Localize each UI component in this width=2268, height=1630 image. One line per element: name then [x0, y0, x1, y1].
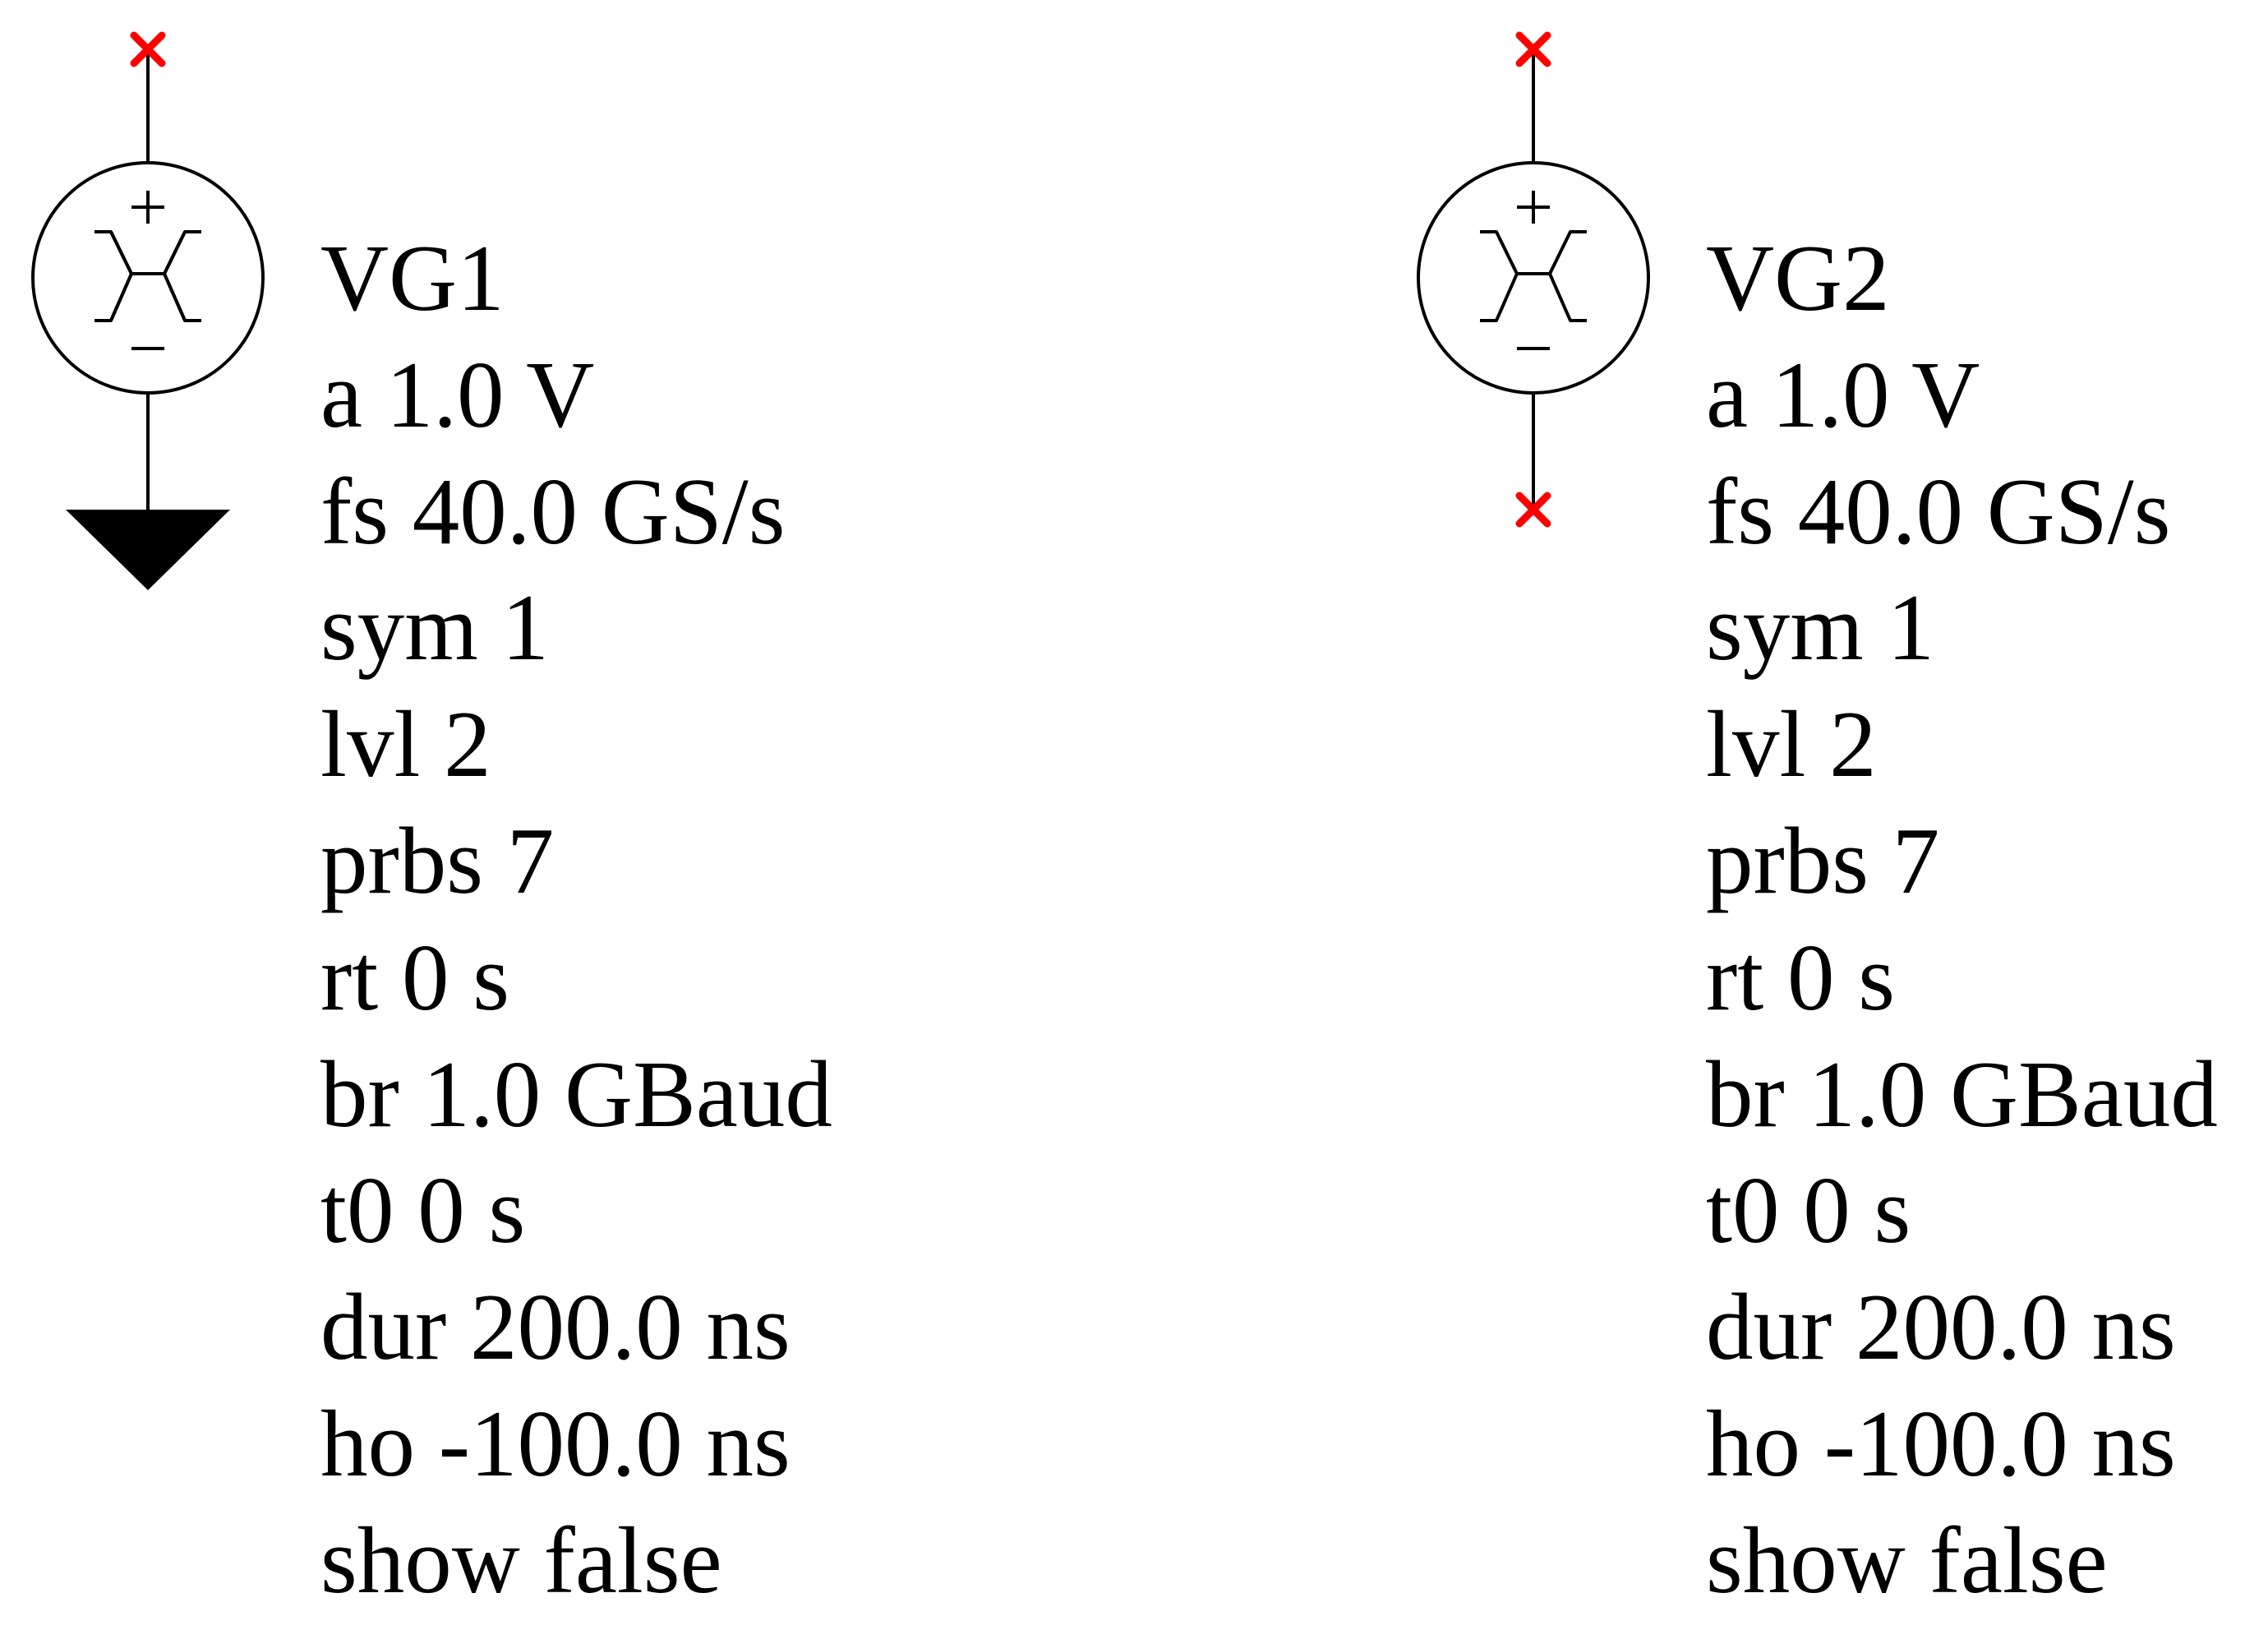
vg2-param-duration: dur 200.0 ns	[1706, 1275, 2176, 1380]
vg1-param-levels: lvl 2	[320, 692, 491, 797]
vg1-ground-icon	[66, 510, 230, 590]
vg1-symbol[interactable]	[31, 31, 265, 590]
vg2-prbs-waveform-icon	[1480, 230, 1587, 322]
vg1-top-terminal-icon[interactable]	[130, 31, 166, 67]
vg2-param-show: show false	[1706, 1508, 2108, 1613]
vg1-prbs-waveform-icon	[94, 230, 201, 322]
vg1-param-t0: t0 0 s	[320, 1158, 526, 1263]
vg1-param-sample-rate: fs 40.0 GS/s	[320, 459, 786, 564]
vg1-name-label[interactable]: VG1	[320, 226, 505, 330]
vg2-param-baud-rate: br 1.0 GBaud	[1706, 1041, 2218, 1147]
vg2-bottom-terminal-icon[interactable]	[1515, 492, 1551, 528]
vg1-param-sym: sym 1	[320, 575, 549, 681]
vg1-param-show: show false	[320, 1508, 722, 1613]
vg1-param-amplitude: a 1.0 V	[320, 342, 595, 447]
vg2-param-rise-time: rt 0 s	[1706, 925, 1895, 1030]
vg2-name-label[interactable]: VG2	[1706, 226, 1890, 330]
vg1-plus-icon	[131, 191, 164, 224]
vg1-parameter-list: VG1 a 1.0 V fs 40.0 GS/s sym 1 lvl 2 prb…	[320, 220, 832, 1619]
vg2-param-prbs: prbs 7	[1706, 808, 1940, 913]
vg2-param-sym: sym 1	[1706, 575, 1934, 681]
vg2-param-levels: lvl 2	[1706, 692, 1877, 797]
vg2-param-amplitude: a 1.0 V	[1706, 342, 1980, 447]
vg2-param-sample-rate: fs 40.0 GS/s	[1706, 459, 2171, 564]
vg1-param-baud-rate: br 1.0 GBaud	[320, 1041, 832, 1147]
vg2-parameter-list: VG2 a 1.0 V fs 40.0 GS/s sym 1 lvl 2 prb…	[1706, 220, 2218, 1619]
vg2-symbol[interactable]	[1417, 31, 1650, 528]
vg2-param-horizontal-offset: ho -100.0 ns	[1706, 1391, 2176, 1496]
vg1-param-rise-time: rt 0 s	[320, 925, 509, 1030]
vg2-plus-icon	[1517, 191, 1550, 224]
vg2-param-t0: t0 0 s	[1706, 1158, 1911, 1263]
vg1-param-horizontal-offset: ho -100.0 ns	[320, 1391, 791, 1496]
vg1-param-prbs: prbs 7	[320, 808, 555, 913]
vg2-top-terminal-icon[interactable]	[1515, 31, 1551, 67]
vg1-param-duration: dur 200.0 ns	[320, 1275, 791, 1380]
